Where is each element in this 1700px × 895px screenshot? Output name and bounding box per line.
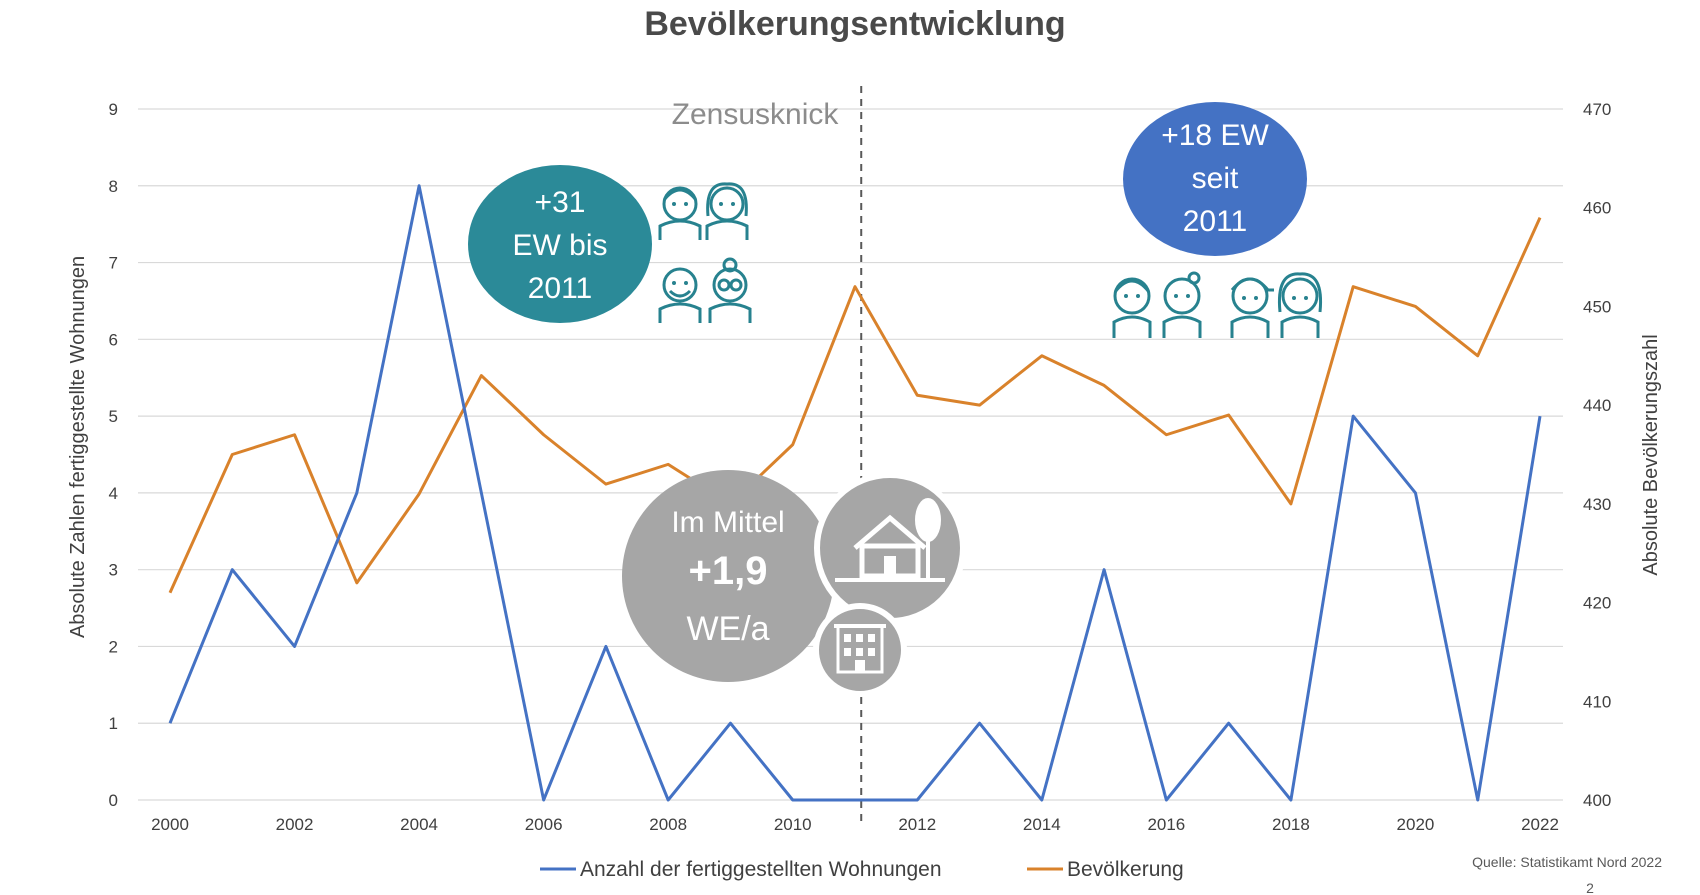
right-tick-label: 460 [1583, 199, 1611, 218]
bubble-plus31-line2: EW bis [512, 229, 607, 262]
bubble-mean-line2: +1,9 [689, 549, 768, 593]
children-icon [1112, 271, 1323, 338]
right-tick-label: 410 [1583, 692, 1611, 711]
source-note: Quelle: Statistikamt Nord 2022 [1472, 854, 1662, 870]
legend-label-wohnungen: Anzahl der fertiggestellten Wohnungen [580, 858, 942, 881]
x-tick-label: 2000 [151, 815, 189, 834]
bubble-plus31 [468, 165, 652, 323]
x-tick-label: 2010 [774, 815, 812, 834]
left-tick-label: 2 [109, 637, 118, 656]
left-tick-label: 7 [109, 254, 118, 273]
right-axis-ticks: 400 410 420 430 440 450 460 470 [1583, 100, 1611, 810]
left-axis-ticks: 0 1 2 3 4 5 6 7 8 9 [109, 100, 118, 810]
x-tick-label: 2016 [1147, 815, 1185, 834]
bubble-plus18-line3: 2011 [1183, 205, 1248, 238]
bubble-plus18-line2: seit [1192, 162, 1239, 195]
left-tick-label: 4 [109, 484, 118, 503]
x-axis-ticks: 2000 2002 2004 2006 2008 2010 2012 2014 2016 2018… [151, 815, 1559, 834]
x-tick-label: 2012 [898, 815, 936, 834]
x-tick-label: 2022 [1521, 815, 1559, 834]
bubble-mean [622, 470, 834, 682]
right-tick-label: 430 [1583, 495, 1611, 514]
left-tick-label: 0 [109, 791, 118, 810]
left-axis-label: Absolute Zahlen fertiggestellte Wohnunge… [67, 256, 89, 638]
bubble-mean-line1: Im Mittel [671, 506, 784, 539]
x-tick-label: 2004 [400, 815, 438, 834]
right-tick-label: 400 [1583, 791, 1611, 810]
bubble-plus18-line1: +18 EW [1161, 119, 1269, 152]
bubble-plus31-line3: 2011 [528, 272, 593, 305]
page-number: 2 [1586, 880, 1594, 895]
left-tick-label: 9 [109, 100, 118, 119]
right-axis-label: Absolute Bevölkerungszahl [1640, 334, 1662, 575]
left-tick-label: 6 [109, 330, 118, 349]
chart-title: Bevölkerungsentwicklung [644, 5, 1065, 43]
right-tick-label: 440 [1583, 396, 1611, 415]
zensus-label: Zensusknick [672, 98, 840, 131]
bubble-plus18 [1123, 102, 1307, 256]
x-tick-label: 2006 [525, 815, 563, 834]
left-tick-label: 8 [109, 177, 118, 196]
x-tick-label: 2002 [276, 815, 314, 834]
left-tick-label: 1 [109, 714, 118, 733]
series-points [169, 185, 1541, 801]
bubble-plus31-line1: +31 [535, 186, 586, 219]
x-tick-label: 2014 [1023, 815, 1061, 834]
bubble-mean-line3: WE/a [686, 610, 769, 648]
family-elderly-icon [658, 182, 752, 323]
legend-label-bevoelkerung: Bevölkerung [1067, 858, 1184, 881]
x-tick-label: 2020 [1397, 815, 1435, 834]
left-tick-label: 5 [109, 407, 118, 426]
left-tick-label: 3 [109, 561, 118, 580]
right-tick-label: 420 [1583, 594, 1611, 613]
legend: Anzahl der fertiggestellten Wohnungen Be… [540, 858, 1184, 881]
house-tree-icon [814, 472, 966, 624]
apartment-building-icon [813, 603, 907, 697]
right-tick-label: 450 [1583, 297, 1611, 316]
x-tick-label: 2008 [649, 815, 687, 834]
grid-lines [138, 108, 1563, 801]
x-tick-label: 2018 [1272, 815, 1310, 834]
right-tick-label: 470 [1583, 100, 1611, 119]
